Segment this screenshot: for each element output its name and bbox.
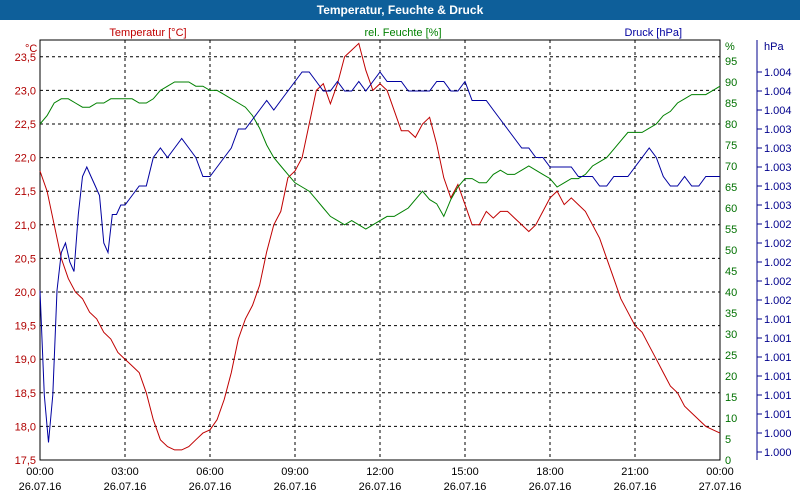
series-line-pressure bbox=[39, 71, 720, 443]
pressure-tick-label: 1.003 bbox=[764, 124, 792, 136]
x-tick-date: 26.07.16 bbox=[359, 481, 402, 493]
pressure-tick-label: 1.002 bbox=[764, 295, 792, 307]
humidity-tick-label: 95 bbox=[725, 56, 737, 68]
series-label: Temperatur [°C] bbox=[109, 27, 186, 39]
humidity-tick-label: 5 bbox=[725, 434, 731, 446]
humidity-unit: % bbox=[725, 41, 735, 53]
pressure-tick-label: 1.001 bbox=[764, 371, 792, 383]
humidity-tick-label: 80 bbox=[725, 119, 737, 131]
temperature-tick-label: 22,0 bbox=[15, 153, 36, 165]
x-tick-time: 00:00 bbox=[26, 466, 54, 478]
humidity-tick-label: 50 bbox=[725, 245, 737, 257]
series-label: Druck [hPa] bbox=[625, 27, 682, 39]
temperature-tick-label: 17,5 bbox=[15, 455, 36, 467]
humidity-tick-label: 40 bbox=[725, 287, 737, 299]
temperature-tick-label: 22,5 bbox=[15, 119, 36, 131]
time-axis: 00:00 26.07.16 03:00 26.07.16 06:00 26.07.16 0… bbox=[19, 466, 742, 493]
humidity-tick-label: 75 bbox=[725, 140, 737, 152]
series-label: rel. Feuchte [%] bbox=[364, 27, 441, 39]
x-tick-date: 26.07.16 bbox=[614, 481, 657, 493]
temperature-tick-label: 18,0 bbox=[15, 421, 36, 433]
temperature-tick-label: 19,5 bbox=[15, 321, 36, 333]
temperature-tick-label: 18,5 bbox=[15, 388, 36, 400]
humidity-tick-label: 65 bbox=[725, 182, 737, 194]
chart-background bbox=[0, 20, 800, 500]
temperature-tick-label: 23,5 bbox=[15, 52, 36, 64]
gridlines bbox=[40, 40, 720, 461]
humidity-tick-label: 10 bbox=[725, 413, 737, 425]
humidity-tick-label: 35 bbox=[725, 308, 737, 320]
temperature-tick-label: 23,0 bbox=[15, 85, 36, 97]
series-layer bbox=[39, 42, 721, 451]
humidity-tick-label: 70 bbox=[725, 161, 737, 173]
humidity-tick-label: 30 bbox=[725, 329, 737, 341]
x-tick-time: 00:00 bbox=[706, 466, 734, 478]
humidity-tick-label: 45 bbox=[725, 266, 737, 278]
pressure-tick-label: 1.001 bbox=[764, 333, 792, 345]
pressure-tick-label: 1.004 bbox=[764, 105, 792, 117]
chart-canvas: 17,5 18,0 18,5 19,0 19,5 20,0 20,5 21,0 21,5 22,0… bbox=[0, 20, 800, 500]
pressure-tick-label: 1.001 bbox=[764, 390, 792, 402]
pressure-tick-label: 1.004 bbox=[764, 67, 792, 79]
temperature-axis: 17,5 18,0 18,5 19,0 19,5 20,0 20,5 21,0 21,5 22,0… bbox=[15, 43, 38, 467]
pressure-tick-label: 1.003 bbox=[764, 181, 792, 193]
pressure-tick-label: 1.001 bbox=[764, 314, 792, 326]
series-labels: Temperatur [°C] rel. Feuchte [%] Druck [hP… bbox=[109, 27, 682, 39]
temperature-unit: °C bbox=[25, 43, 37, 55]
x-tick-date: 27.07.16 bbox=[699, 481, 742, 493]
pressure-tick-label: 1.001 bbox=[764, 352, 792, 364]
pressure-tick-label: 1.002 bbox=[764, 257, 792, 269]
pressure-tick-label: 1.001 bbox=[764, 409, 792, 421]
pressure-tick-label: 1.002 bbox=[764, 276, 792, 288]
humidity-tick-label: 60 bbox=[725, 203, 737, 215]
pressure-axis: 1.000 1.000 1.001 1.001 1.001 1.001 1.001 1.001… bbox=[756, 40, 792, 460]
temperature-tick-label: 20,5 bbox=[15, 253, 36, 265]
pressure-tick-label: 1.002 bbox=[764, 238, 792, 250]
pressure-tick-label: 1.002 bbox=[764, 219, 792, 231]
temperature-tick-label: 19,0 bbox=[15, 354, 36, 366]
humidity-tick-label: 25 bbox=[725, 350, 737, 362]
plot-area bbox=[39, 39, 721, 461]
x-tick-date: 26.07.16 bbox=[104, 481, 147, 493]
temperature-tick-label: 20,0 bbox=[15, 287, 36, 299]
x-tick-date: 26.07.16 bbox=[19, 481, 62, 493]
pressure-tick-label: 1.004 bbox=[764, 86, 792, 98]
pressure-unit: hPa bbox=[764, 41, 784, 53]
series-line-humidity bbox=[39, 81, 721, 230]
series-line-temperature bbox=[39, 42, 721, 451]
x-tick-time: 18:00 bbox=[536, 466, 564, 478]
pressure-tick-label: 1.000 bbox=[764, 428, 792, 440]
x-tick-time: 09:00 bbox=[281, 466, 309, 478]
humidity-tick-label: 0 bbox=[725, 455, 731, 467]
x-tick-time: 15:00 bbox=[451, 466, 479, 478]
humidity-tick-label: 90 bbox=[725, 77, 737, 89]
x-tick-time: 06:00 bbox=[196, 466, 224, 478]
temperature-tick-label: 21,0 bbox=[15, 220, 36, 232]
pressure-tick-label: 1.003 bbox=[764, 143, 792, 155]
x-tick-date: 26.07.16 bbox=[189, 481, 232, 493]
x-tick-date: 26.07.16 bbox=[529, 481, 572, 493]
x-tick-time: 21:00 bbox=[621, 466, 649, 478]
humidity-tick-label: 85 bbox=[725, 98, 737, 110]
humidity-axis: 0 5 10 15 20 25 30 35 40 45 50 55 60 65 70 75 80 85 90 95% bbox=[725, 41, 737, 467]
temperature-tick-label: 21,5 bbox=[15, 186, 36, 198]
humidity-tick-label: 55 bbox=[725, 224, 737, 236]
x-tick-date: 26.07.16 bbox=[444, 481, 487, 493]
chart-title: Temperatur, Feuchte & Druck bbox=[0, 0, 800, 20]
pressure-tick-label: 1.000 bbox=[764, 447, 792, 459]
pressure-tick-label: 1.003 bbox=[764, 200, 792, 212]
x-tick-time: 03:00 bbox=[111, 466, 139, 478]
x-tick-time: 12:00 bbox=[366, 466, 394, 478]
humidity-tick-label: 15 bbox=[725, 392, 737, 404]
pressure-tick-label: 1.003 bbox=[764, 162, 792, 174]
humidity-tick-label: 20 bbox=[725, 371, 737, 383]
x-tick-date: 26.07.16 bbox=[274, 481, 317, 493]
